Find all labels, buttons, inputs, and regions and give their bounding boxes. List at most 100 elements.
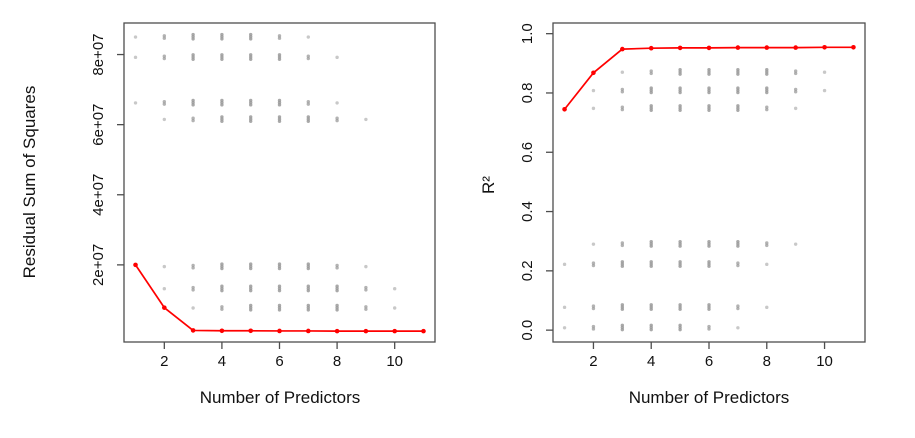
gray-point bbox=[364, 305, 368, 309]
gray-point bbox=[707, 264, 711, 268]
best-point bbox=[735, 45, 741, 50]
left-x-axis-title: Number of Predictors bbox=[199, 388, 361, 407]
gray-point bbox=[678, 72, 682, 76]
x-tick-label: 6 bbox=[275, 353, 283, 370]
gray-point bbox=[620, 241, 625, 245]
gray-point bbox=[649, 307, 653, 311]
gray-point bbox=[620, 264, 625, 268]
gray-point bbox=[277, 36, 282, 40]
x-tick-label: 10 bbox=[816, 353, 833, 370]
gray-point bbox=[765, 72, 769, 76]
gray-point bbox=[191, 116, 195, 120]
gray-point bbox=[162, 34, 167, 38]
gray-point bbox=[220, 266, 224, 271]
gray-point bbox=[306, 288, 310, 293]
gray-point bbox=[591, 263, 596, 268]
gray-point bbox=[364, 288, 368, 292]
y-tick-label: 0.2 bbox=[519, 260, 536, 281]
gray-point bbox=[335, 118, 339, 123]
gray-point bbox=[707, 72, 711, 76]
best-point bbox=[248, 328, 254, 334]
gray-point bbox=[162, 264, 167, 269]
gray-point bbox=[306, 54, 310, 58]
gray-point bbox=[364, 264, 368, 269]
gray-point bbox=[306, 56, 310, 61]
best-point bbox=[421, 328, 426, 334]
gray-point bbox=[793, 90, 798, 94]
best-point bbox=[334, 328, 340, 334]
gray-point bbox=[736, 326, 740, 330]
gray-point bbox=[191, 57, 195, 61]
gray-point bbox=[277, 34, 282, 38]
gray-point bbox=[335, 263, 339, 268]
gray-point bbox=[162, 102, 167, 106]
gray-point bbox=[162, 54, 167, 58]
gray-point bbox=[649, 244, 653, 248]
gray-point bbox=[591, 327, 596, 331]
gray-point bbox=[822, 70, 827, 74]
y-tick-label: 4e+07 bbox=[90, 174, 107, 216]
x-tick-label: 2 bbox=[589, 353, 597, 370]
y-tick-label: 0.0 bbox=[519, 320, 536, 341]
gray-point bbox=[191, 306, 195, 310]
gray-point bbox=[306, 119, 310, 124]
gray-point bbox=[364, 285, 368, 290]
gray-point bbox=[277, 103, 282, 107]
best-point bbox=[363, 328, 369, 334]
gray-point bbox=[335, 266, 339, 270]
gray-point bbox=[707, 307, 711, 311]
gray-point bbox=[707, 108, 711, 112]
gray-point bbox=[162, 36, 167, 40]
gray-point bbox=[562, 326, 567, 330]
gray-point bbox=[736, 304, 740, 308]
gray-point bbox=[191, 288, 195, 292]
gray-point bbox=[620, 87, 625, 92]
gray-point bbox=[277, 266, 282, 271]
x-tick-label: 10 bbox=[386, 353, 403, 370]
gray-point bbox=[364, 117, 368, 122]
best-point bbox=[764, 45, 770, 50]
gray-point bbox=[736, 90, 740, 95]
gray-point bbox=[765, 305, 769, 310]
gray-point bbox=[249, 103, 253, 107]
best-point bbox=[190, 328, 196, 333]
best-line bbox=[563, 46, 854, 110]
y-tick-label: 0.8 bbox=[519, 83, 536, 104]
gray-point bbox=[707, 327, 711, 331]
x-tick-label: 8 bbox=[333, 353, 341, 370]
gray-point bbox=[162, 117, 167, 122]
gray-point bbox=[277, 288, 282, 293]
best-point bbox=[793, 45, 798, 50]
x-tick-label: 8 bbox=[763, 353, 771, 370]
right-x-axis-title: Number of Predictors bbox=[628, 388, 790, 407]
gray-point bbox=[133, 55, 138, 60]
gray-point bbox=[191, 103, 195, 107]
gray-point bbox=[306, 35, 310, 39]
x-tick-label: 6 bbox=[705, 353, 713, 370]
gray-point bbox=[335, 55, 339, 60]
gray-point bbox=[220, 307, 224, 311]
gray-point bbox=[591, 304, 596, 308]
gray-point bbox=[822, 88, 827, 93]
gray-point bbox=[392, 306, 397, 310]
gray-point bbox=[649, 90, 653, 95]
gray-point bbox=[793, 69, 798, 73]
gray-point bbox=[191, 285, 195, 290]
gray-point bbox=[649, 327, 653, 332]
gray-point bbox=[133, 101, 138, 105]
gray-point bbox=[678, 327, 682, 332]
gray-point bbox=[249, 37, 253, 41]
gray-point bbox=[277, 57, 282, 61]
best-point bbox=[277, 328, 282, 334]
gray-point bbox=[707, 90, 711, 95]
gray-point bbox=[736, 263, 740, 268]
best-point bbox=[162, 305, 167, 310]
gray-point bbox=[620, 90, 625, 94]
gray-point bbox=[249, 288, 253, 293]
best-point bbox=[620, 46, 625, 52]
best-line bbox=[134, 264, 424, 332]
gray-point bbox=[220, 37, 224, 41]
gray-point bbox=[162, 100, 167, 104]
